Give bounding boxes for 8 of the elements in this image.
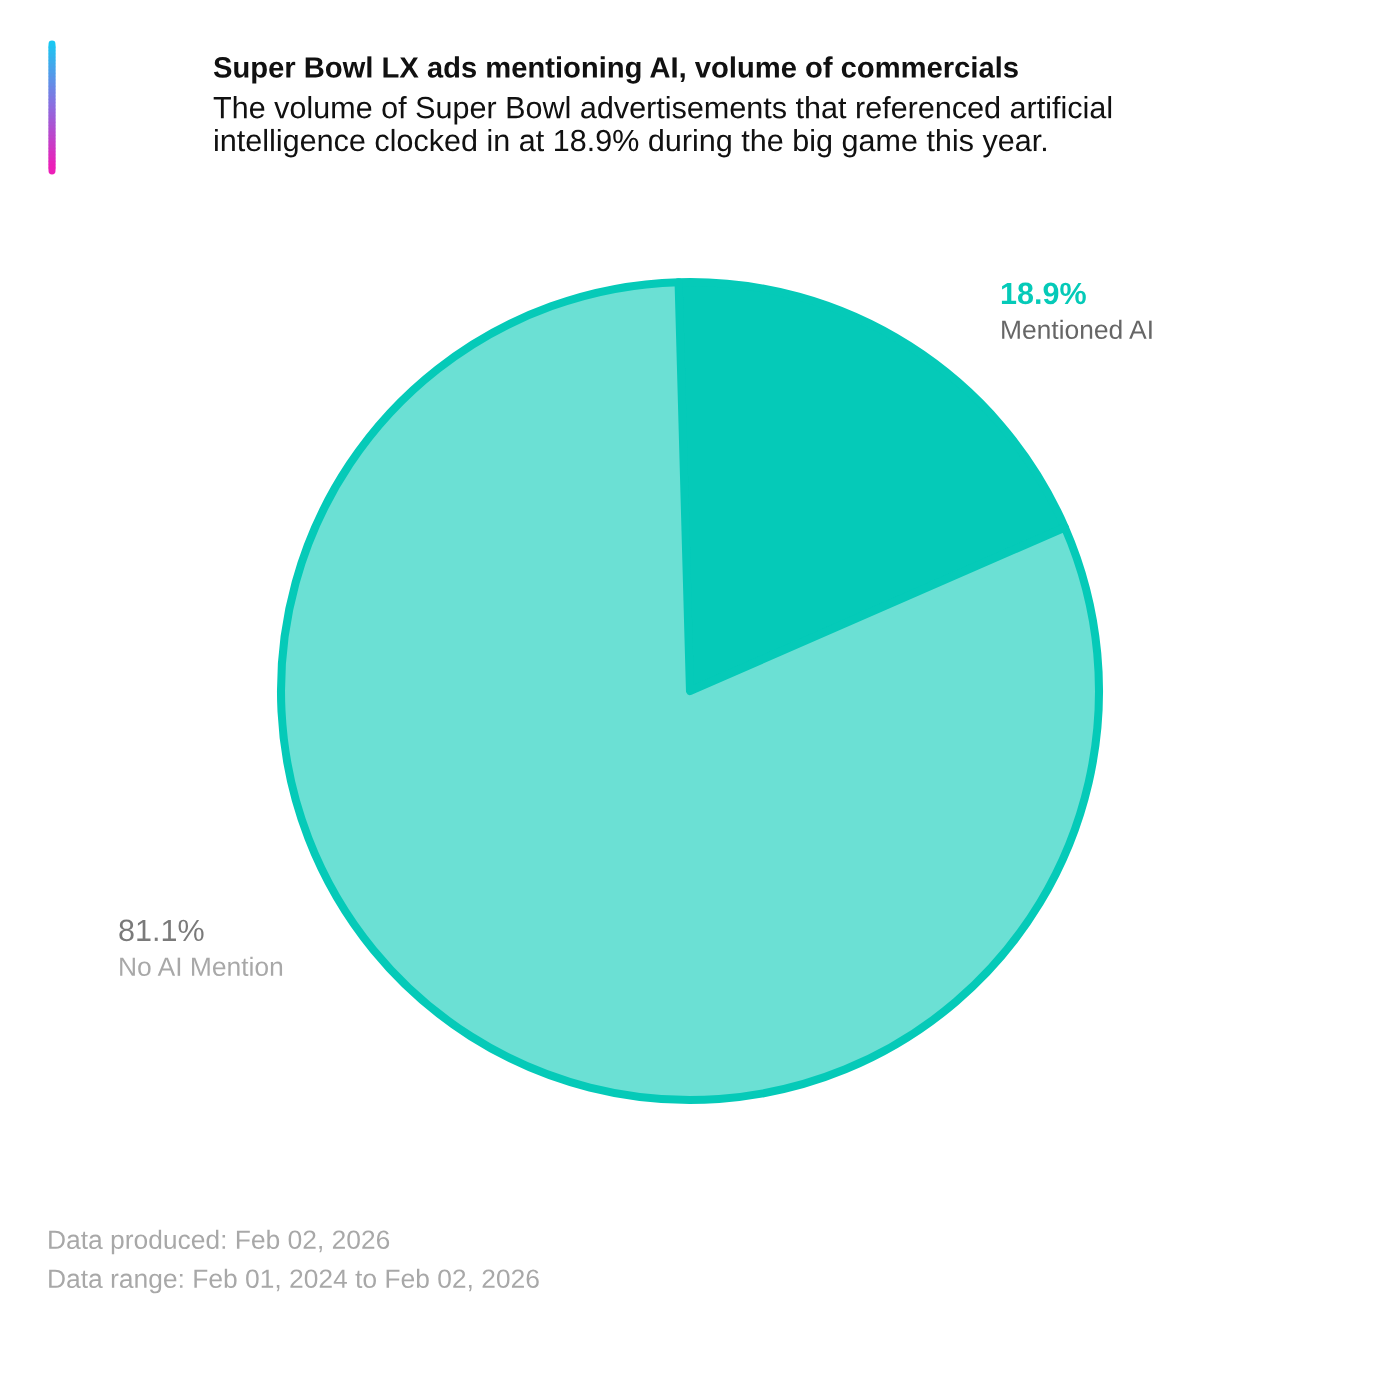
text: Data range: Feb 01, 2024 to Feb 02, 2026 (49, 1268, 539, 1294)
slice-label: No AI Mention (120, 956, 283, 977)
data-label: 18.9% (1001, 282, 1086, 305)
slice-label: Mentioned AI (1002, 319, 1152, 340)
chart-title: Super Bowl LX ads mentioning AI, volume of commercials (213, 56, 1018, 84)
data-label: 81.1% (119, 919, 204, 942)
chart-subtitle: The volume of Super Bowl advertisements that referenced artificial intelligence clocked in at 18.9% during the big game this year. (213, 96, 1112, 158)
text: Data produced: Feb 02, 2026 (49, 1229, 390, 1255)
